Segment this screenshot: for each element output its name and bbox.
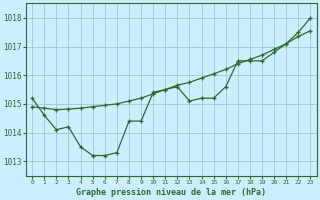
X-axis label: Graphe pression niveau de la mer (hPa): Graphe pression niveau de la mer (hPa) xyxy=(76,188,266,197)
